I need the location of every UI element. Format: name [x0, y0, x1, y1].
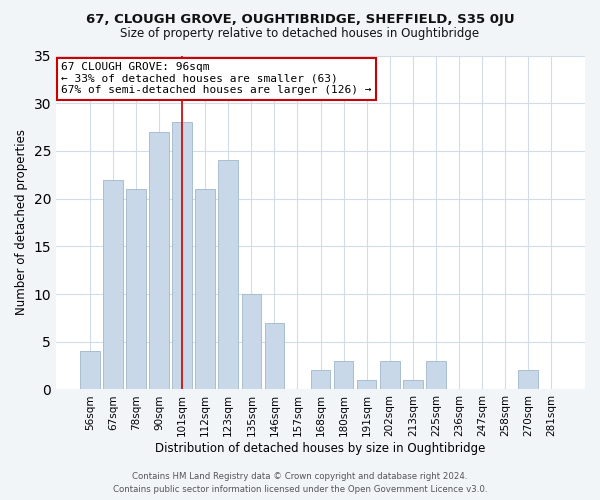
Text: 67, CLOUGH GROVE, OUGHTIBRIDGE, SHEFFIELD, S35 0JU: 67, CLOUGH GROVE, OUGHTIBRIDGE, SHEFFIEL…	[86, 12, 514, 26]
Bar	[265, 322, 284, 390]
Bar	[334, 361, 353, 390]
Bar	[357, 380, 376, 390]
Bar	[380, 361, 400, 390]
Bar	[311, 370, 331, 390]
Y-axis label: Number of detached properties: Number of detached properties	[15, 130, 28, 316]
Bar	[242, 294, 261, 390]
Text: Contains HM Land Registry data © Crown copyright and database right 2024.
Contai: Contains HM Land Registry data © Crown c…	[113, 472, 487, 494]
Bar	[196, 189, 215, 390]
X-axis label: Distribution of detached houses by size in Oughtibridge: Distribution of detached houses by size …	[155, 442, 486, 455]
Bar	[218, 160, 238, 390]
Bar	[149, 132, 169, 390]
Text: 67 CLOUGH GROVE: 96sqm
← 33% of detached houses are smaller (63)
67% of semi-det: 67 CLOUGH GROVE: 96sqm ← 33% of detached…	[61, 62, 372, 96]
Bar	[80, 352, 100, 390]
Bar	[103, 180, 123, 390]
Bar	[172, 122, 192, 390]
Bar	[126, 189, 146, 390]
Bar	[403, 380, 422, 390]
Text: Size of property relative to detached houses in Oughtibridge: Size of property relative to detached ho…	[121, 28, 479, 40]
Bar	[426, 361, 446, 390]
Bar	[518, 370, 538, 390]
